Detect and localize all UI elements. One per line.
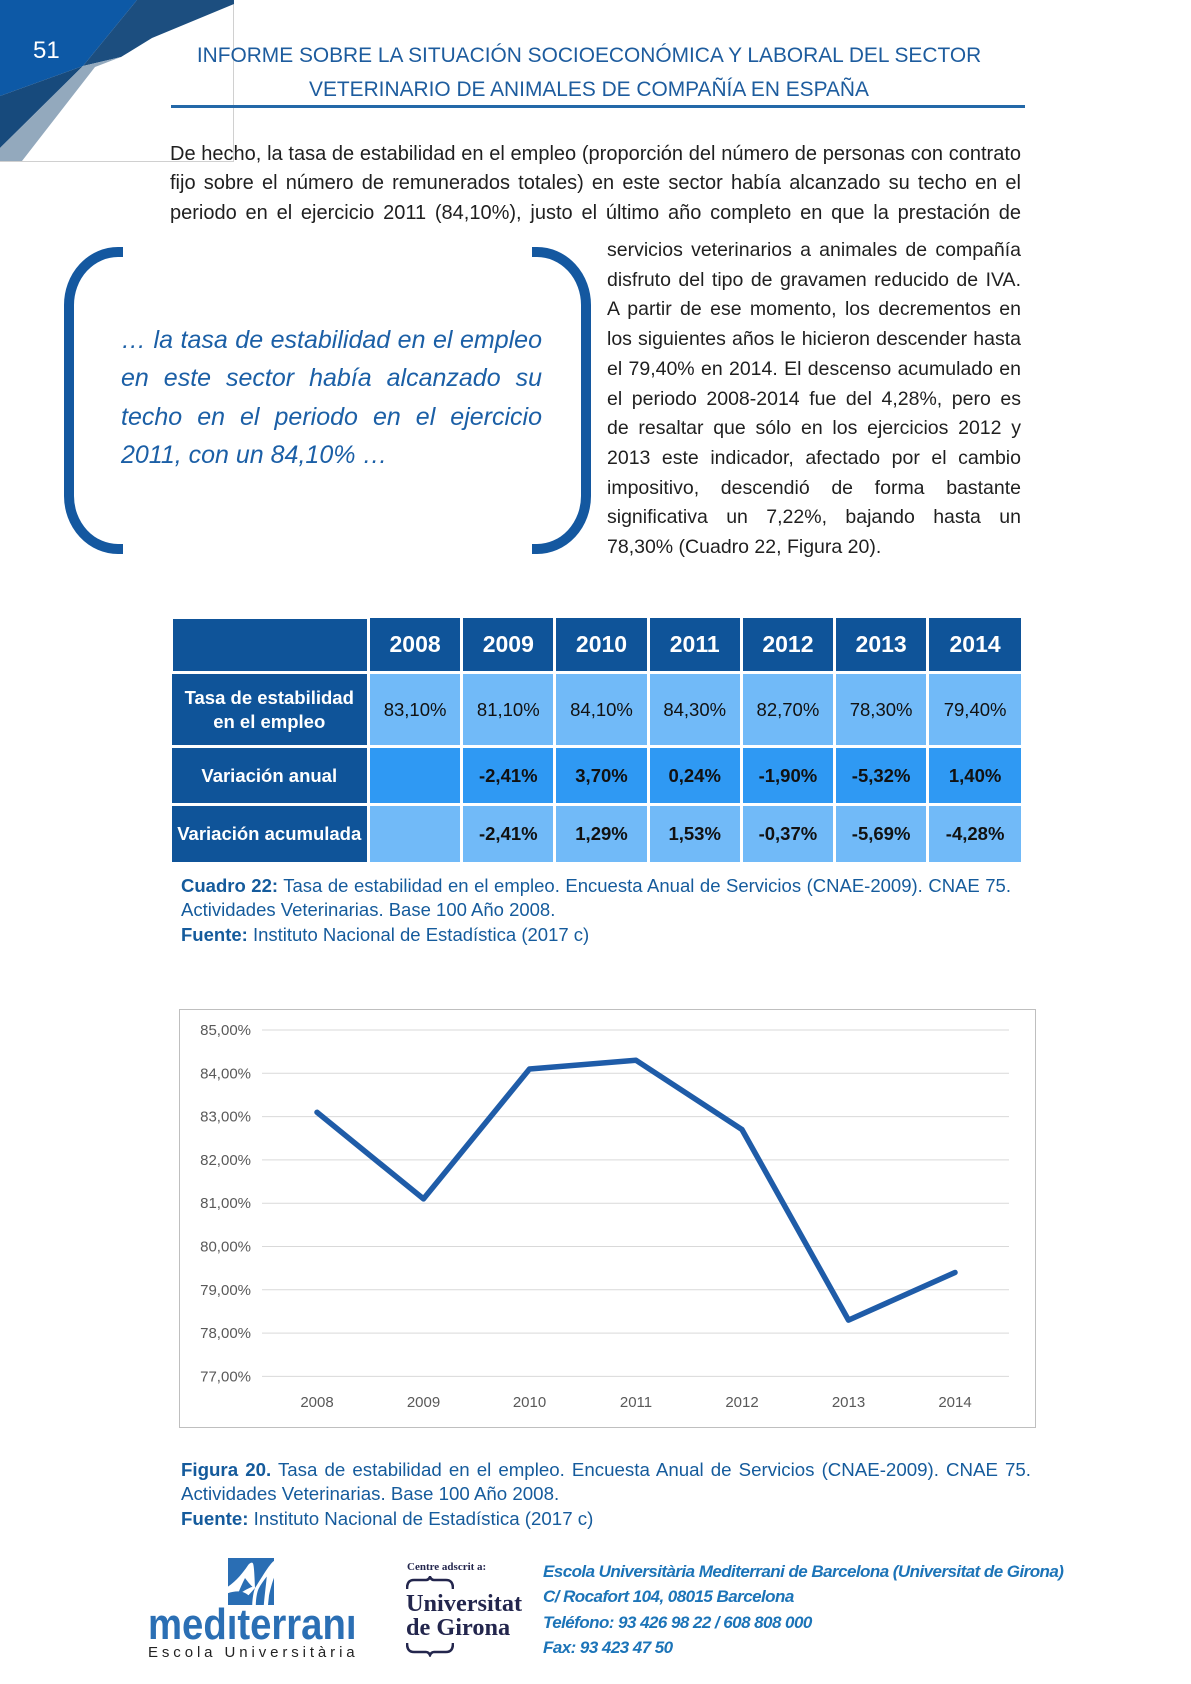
svg-text:83,00%: 83,00% bbox=[200, 1109, 251, 1126]
svg-text:82,00%: 82,00% bbox=[200, 1152, 251, 1169]
svg-text:77,00%: 77,00% bbox=[200, 1368, 251, 1385]
svg-text:2014: 2014 bbox=[938, 1394, 971, 1411]
svg-text:80,00%: 80,00% bbox=[200, 1239, 251, 1256]
svg-text:79,00%: 79,00% bbox=[200, 1282, 251, 1299]
svg-text:84,00%: 84,00% bbox=[200, 1065, 251, 1082]
svg-text:2011: 2011 bbox=[620, 1394, 652, 1411]
svg-text:81,00%: 81,00% bbox=[200, 1195, 251, 1212]
svg-text:78,00%: 78,00% bbox=[200, 1325, 251, 1342]
svg-text:2008: 2008 bbox=[300, 1394, 333, 1411]
svg-text:2010: 2010 bbox=[513, 1394, 546, 1411]
svg-text:2009: 2009 bbox=[407, 1394, 440, 1411]
svg-text:85,00%: 85,00% bbox=[200, 1022, 251, 1039]
svg-text:2012: 2012 bbox=[725, 1394, 758, 1411]
svg-text:2013: 2013 bbox=[832, 1394, 865, 1411]
